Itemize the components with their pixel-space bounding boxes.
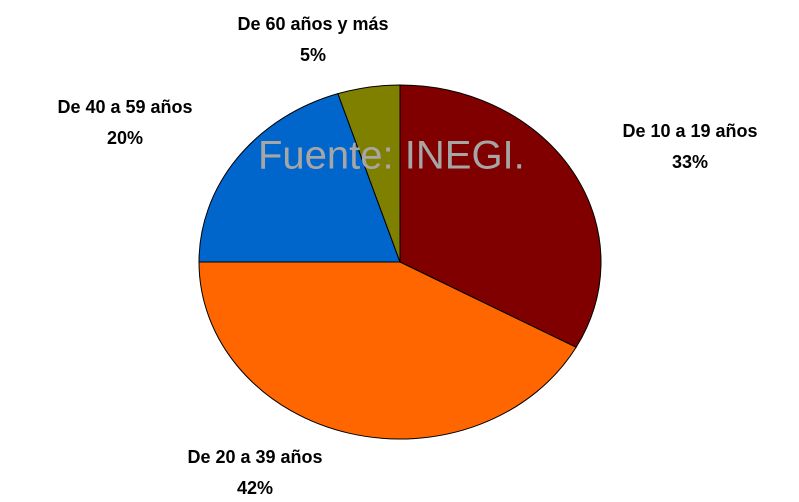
slice-label: De 20 a 39 años [187,447,322,467]
pie-slice [399,84,602,348]
slice-label: De 40 a 59 años [57,97,192,117]
pie-slice [337,84,401,263]
slice-value-label: 33% [672,152,708,172]
slice-value-label: 42% [237,478,273,498]
watermark: Fuente: INEGI. [258,134,525,178]
slices [198,84,602,440]
pie-slice [198,93,401,263]
slice-value-label: 5% [300,45,326,65]
slice-label: De 10 a 19 años [622,121,757,141]
slice-label: De 60 años y más [237,14,388,34]
pie-slice [198,261,577,440]
slice-value-label: 20% [107,128,143,148]
